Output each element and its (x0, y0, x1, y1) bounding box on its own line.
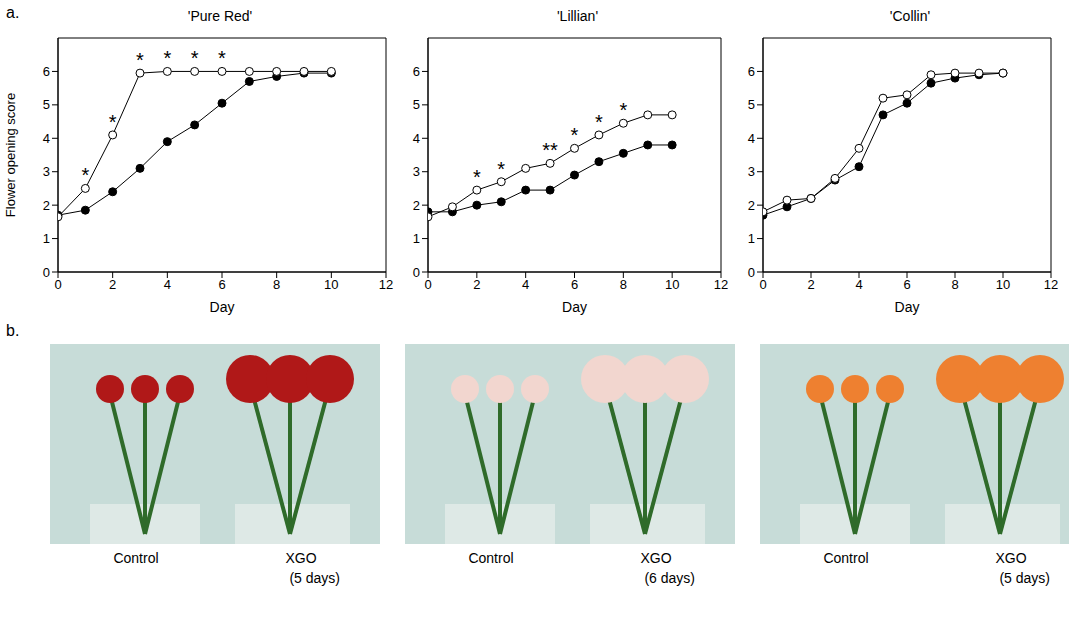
svg-text:Day: Day (562, 299, 587, 315)
svg-text:Day: Day (210, 299, 235, 315)
svg-text:8: 8 (273, 277, 280, 292)
svg-text:0: 0 (54, 277, 61, 292)
svg-text:12: 12 (1044, 277, 1058, 292)
svg-text:Day: Day (895, 299, 920, 315)
svg-text:2: 2 (43, 198, 50, 213)
svg-text:5: 5 (413, 97, 420, 112)
svg-text:10: 10 (665, 277, 679, 292)
svg-text:6: 6 (903, 277, 910, 292)
html-text:XGO: XGO (285, 550, 317, 566)
svg-text:4: 4 (522, 277, 529, 292)
svg-text:*: * (136, 49, 144, 71)
svg-text:4: 4 (748, 131, 755, 146)
svg-text:4: 4 (413, 131, 420, 146)
svg-text:5: 5 (43, 97, 50, 112)
svg-text:0: 0 (43, 265, 50, 280)
svg-text:10: 10 (996, 277, 1010, 292)
html-text:'Collin': 'Collin' (889, 8, 931, 24)
svg-text:6: 6 (413, 64, 420, 79)
svg-text:0: 0 (748, 265, 755, 280)
svg-text:1: 1 (748, 231, 755, 246)
svg-text:12: 12 (379, 277, 393, 292)
svg-text:1: 1 (43, 231, 50, 246)
html-text:b.: b. (6, 322, 20, 339)
svg-text:0: 0 (413, 265, 420, 280)
svg-text:4: 4 (164, 277, 171, 292)
svg-text:3: 3 (413, 164, 420, 179)
svg-text:4: 4 (855, 277, 862, 292)
svg-text:*: * (497, 158, 505, 180)
svg-text:*: * (191, 47, 199, 69)
html-text:(5 days): (5 days) (289, 570, 340, 586)
svg-text:**: ** (542, 139, 558, 161)
svg-text:3: 3 (748, 164, 755, 179)
svg-text:0: 0 (759, 277, 766, 292)
html-text:(5 days): (5 days) (999, 570, 1050, 586)
svg-text:8: 8 (951, 277, 958, 292)
svg-text:1: 1 (413, 231, 420, 246)
svg-text:6: 6 (571, 277, 578, 292)
svg-text:*: * (81, 164, 89, 186)
html-text:Control: Control (113, 550, 159, 566)
svg-text:*: * (571, 124, 579, 146)
html-text:'Lillian': 'Lillian' (556, 8, 599, 24)
svg-text:2: 2 (473, 277, 480, 292)
html-text:(6 days): (6 days) (644, 570, 695, 586)
svg-text:*: * (595, 111, 603, 133)
svg-text:2: 2 (748, 198, 755, 213)
svg-text:0: 0 (424, 277, 431, 292)
svg-text:*: * (163, 47, 171, 69)
svg-text:*: * (619, 99, 627, 121)
html-text:XGO: XGO (995, 550, 1027, 566)
svg-text:10: 10 (324, 277, 338, 292)
html-text:Control: Control (468, 550, 514, 566)
svg-text:4: 4 (43, 131, 50, 146)
svg-text:*: * (109, 111, 117, 133)
svg-text:2: 2 (807, 277, 814, 292)
svg-text:5: 5 (748, 97, 755, 112)
svg-text:3: 3 (43, 164, 50, 179)
svg-text:Flower opening score: Flower opening score (3, 93, 18, 217)
html-text:'Pure Red': 'Pure Red' (187, 8, 253, 24)
svg-text:6: 6 (43, 64, 50, 79)
html-text:XGO: XGO (640, 550, 672, 566)
svg-text:12: 12 (714, 277, 728, 292)
svg-text:2: 2 (109, 277, 116, 292)
svg-text:*: * (473, 166, 481, 188)
svg-text:6: 6 (748, 64, 755, 79)
html-text:a.: a. (6, 4, 20, 21)
svg-text:*: * (218, 47, 226, 69)
svg-text:2: 2 (413, 198, 420, 213)
html-text:Control: Control (823, 550, 869, 566)
svg-text:8: 8 (620, 277, 627, 292)
svg-text:6: 6 (218, 277, 225, 292)
